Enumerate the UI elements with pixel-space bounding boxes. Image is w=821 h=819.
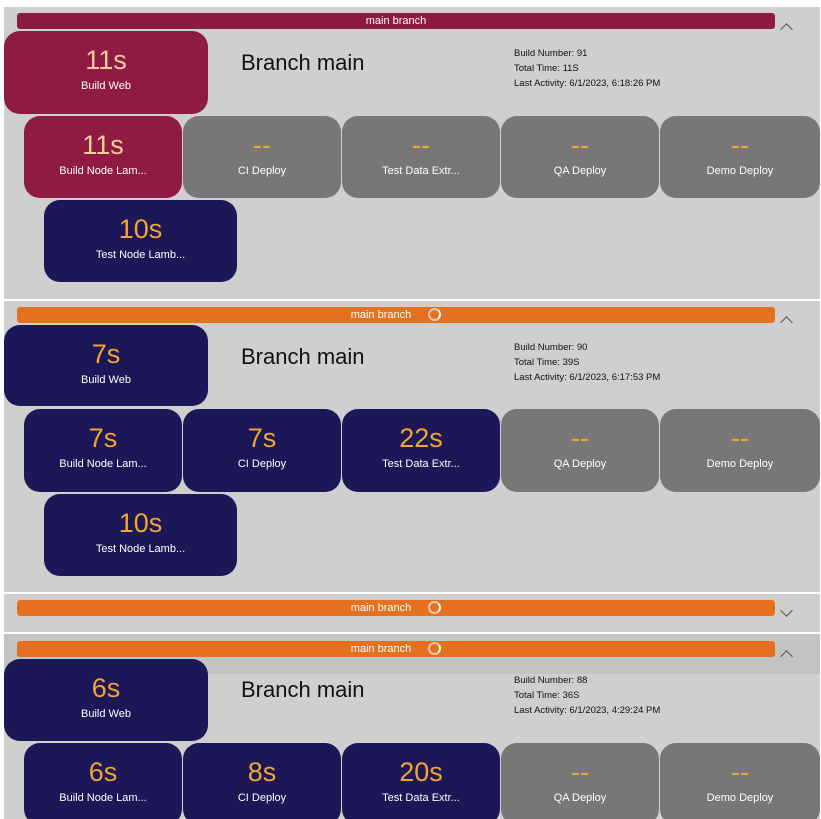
stage-card-demo-deploy[interactable]: -- Demo Deploy bbox=[660, 116, 820, 198]
stage-name: Test Node Lamb... bbox=[95, 249, 186, 261]
branch-bar[interactable]: main branch bbox=[17, 13, 775, 29]
expand-chevron-icon[interactable] bbox=[780, 604, 793, 617]
loading-spinner-icon bbox=[428, 601, 442, 614]
total-time: Total Time: 36S bbox=[514, 690, 580, 701]
stage-card-qa-deploy[interactable]: -- QA Deploy bbox=[501, 116, 659, 198]
last-activity: Last Activity: 6/1/2023, 6:17:53 PM bbox=[514, 372, 661, 383]
last-activity: Last Activity: 6/1/2023, 6:18:26 PM bbox=[514, 78, 661, 89]
total-time: Total Time: 11S bbox=[514, 63, 579, 74]
pipeline-collapsed: main branch bbox=[4, 594, 820, 632]
stage-name: Build Web bbox=[81, 708, 131, 720]
stage-card-ci-deploy[interactable]: -- CI Deploy bbox=[183, 116, 341, 198]
stage-card-demo-deploy[interactable]: -- Demo Deploy bbox=[660, 743, 820, 819]
branch-bar-label: main branch bbox=[350, 643, 412, 655]
stage-duration: 7s bbox=[247, 423, 277, 453]
stage-card-ci-deploy[interactable]: 8s CI Deploy bbox=[183, 743, 341, 819]
stage-name: Build Node Lam... bbox=[59, 792, 147, 804]
pipeline-title: Branch main bbox=[241, 677, 365, 702]
stage-duration: -- bbox=[731, 423, 749, 453]
stage-duration: -- bbox=[253, 130, 271, 160]
stage-name: Test Data Extr... bbox=[382, 458, 460, 470]
stage-card-test-data-extract[interactable]: 20s Test Data Extr... bbox=[342, 743, 500, 819]
stage-card-test-node-lambda[interactable]: 10s Test Node Lamb... bbox=[44, 200, 237, 282]
stage-name: QA Deploy bbox=[553, 458, 607, 470]
stage-card-demo-deploy[interactable]: -- Demo Deploy bbox=[660, 409, 820, 492]
stage-duration: -- bbox=[731, 757, 749, 787]
stage-duration: -- bbox=[571, 130, 589, 160]
branch-bar-label: main branch bbox=[350, 309, 412, 321]
stage-card-build-node-lambda[interactable]: 6s Build Node Lam... bbox=[24, 743, 182, 819]
build-number: Build Number: 90 bbox=[514, 342, 588, 353]
stage-name: QA Deploy bbox=[553, 792, 607, 804]
pipeline-90: main branch 7s Build Web Branch main Bui… bbox=[4, 301, 820, 592]
branch-bar[interactable]: main branch bbox=[17, 307, 775, 323]
branch-bar-label: main branch bbox=[365, 15, 427, 27]
build-web-card[interactable]: 6s Build Web bbox=[4, 659, 208, 741]
stage-duration: 11s bbox=[82, 130, 124, 160]
build-web-card[interactable]: 7s Build Web bbox=[4, 325, 208, 406]
stage-card-build-node-lambda[interactable]: 7s Build Node Lam... bbox=[24, 409, 182, 492]
stage-name: Build Node Lam... bbox=[59, 458, 147, 470]
stage-duration: 10s bbox=[118, 214, 163, 244]
stage-duration: 8s bbox=[247, 757, 277, 787]
stage-duration: 6s bbox=[91, 673, 121, 703]
stage-name: Test Node Lamb... bbox=[95, 543, 186, 555]
stage-name: CI Deploy bbox=[237, 458, 287, 470]
stage-card-test-node-lambda[interactable]: 10s Test Node Lamb... bbox=[44, 494, 237, 576]
stage-duration: 11s bbox=[85, 45, 127, 75]
stage-duration: 7s bbox=[91, 339, 121, 369]
stage-duration: 7s bbox=[88, 423, 118, 453]
stage-duration: 10s bbox=[118, 508, 163, 538]
stage-card-qa-deploy[interactable]: -- QA Deploy bbox=[501, 409, 659, 492]
build-info: Build Number: 91 Total Time: 11S Last Ac… bbox=[514, 46, 660, 91]
stage-duration: -- bbox=[571, 757, 589, 787]
stage-card-qa-deploy[interactable]: -- QA Deploy bbox=[501, 743, 659, 819]
stage-name: Demo Deploy bbox=[706, 792, 774, 804]
loading-spinner-icon bbox=[428, 642, 442, 655]
build-info: Build Number: 90 Total Time: 39S Last Ac… bbox=[514, 340, 660, 385]
stage-name: Demo Deploy bbox=[706, 458, 774, 470]
stage-card-ci-deploy[interactable]: 7s CI Deploy bbox=[183, 409, 341, 492]
stage-name: Demo Deploy bbox=[706, 165, 774, 177]
pipeline-88: main branch 6s Build Web Branch main Bui… bbox=[4, 634, 820, 819]
pipeline-title: Branch main bbox=[241, 344, 365, 369]
loading-spinner-icon bbox=[428, 308, 442, 321]
collapse-chevron-icon[interactable] bbox=[780, 316, 793, 329]
stage-name: Test Data Extr... bbox=[382, 165, 460, 177]
last-activity: Last Activity: 6/1/2023, 4:29:24 PM bbox=[514, 705, 661, 716]
stage-card-test-data-extract[interactable]: -- Test Data Extr... bbox=[342, 116, 500, 198]
build-web-card[interactable]: 11s Build Web bbox=[4, 31, 208, 114]
stage-card-test-data-extract[interactable]: 22s Test Data Extr... bbox=[342, 409, 500, 492]
stage-name: Build Web bbox=[81, 374, 131, 386]
stage-card-build-node-lambda[interactable]: 11s Build Node Lam... bbox=[24, 116, 182, 198]
branch-bar-label: main branch bbox=[350, 602, 412, 614]
collapse-chevron-icon[interactable] bbox=[780, 23, 793, 36]
pipeline-91: main branch 11s Build Web Branch main Bu… bbox=[4, 7, 820, 299]
stage-name: CI Deploy bbox=[237, 165, 287, 177]
build-info: Build Number: 88 Total Time: 36S Last Ac… bbox=[514, 673, 660, 718]
stage-duration: 6s bbox=[88, 757, 118, 787]
stage-duration: -- bbox=[731, 130, 749, 160]
stage-duration: 20s bbox=[399, 757, 443, 787]
build-number: Build Number: 88 bbox=[514, 675, 588, 686]
stage-name: Test Data Extr... bbox=[382, 792, 460, 804]
branch-bar[interactable]: main branch bbox=[17, 600, 775, 616]
stage-name: Build Web bbox=[81, 80, 131, 92]
total-time: Total Time: 39S bbox=[514, 357, 580, 368]
stage-name: CI Deploy bbox=[237, 792, 287, 804]
stage-duration: 22s bbox=[399, 423, 443, 453]
stage-name: Build Node Lam... bbox=[59, 165, 147, 177]
branch-bar[interactable]: main branch bbox=[17, 641, 775, 657]
stage-duration: -- bbox=[571, 423, 589, 453]
stage-name: QA Deploy bbox=[553, 165, 607, 177]
build-number: Build Number: 91 bbox=[514, 48, 588, 59]
pipeline-title: Branch main bbox=[241, 50, 365, 75]
stage-duration: -- bbox=[412, 130, 430, 160]
